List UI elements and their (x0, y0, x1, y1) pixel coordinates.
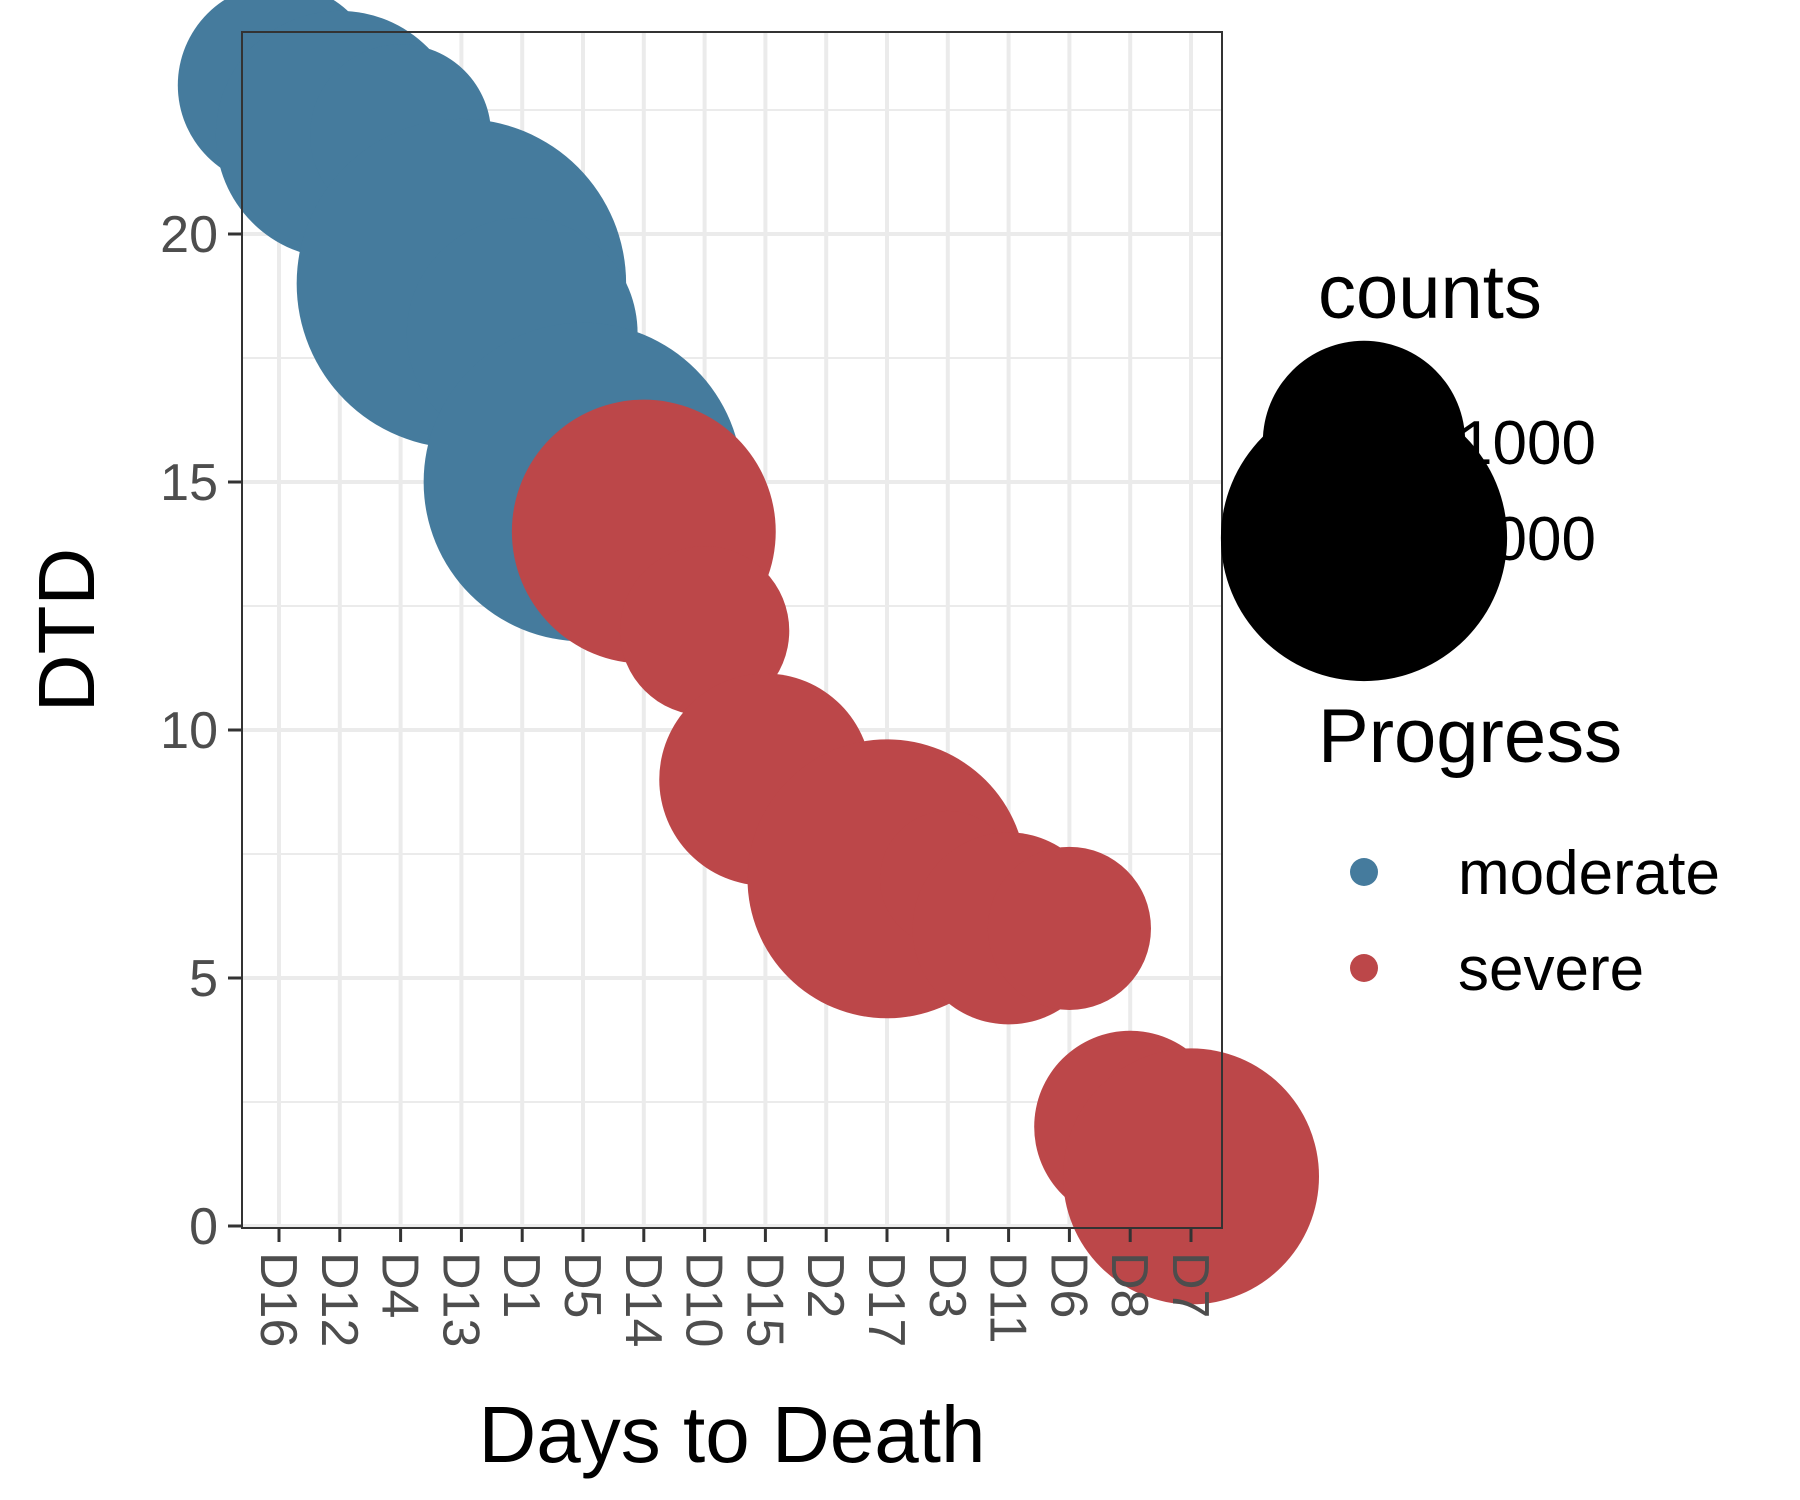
x-tick-label: D1 (492, 1252, 550, 1318)
legend-progress-label: severe (1458, 935, 1644, 1004)
x-axis-title: Days to Death (479, 1390, 986, 1479)
data-point-d10 (619, 546, 790, 716)
x-tick-label: D15 (735, 1252, 793, 1347)
y-axis: 0 5 10 15 20 (160, 206, 242, 1256)
legend-progress-key-severe (1350, 954, 1378, 982)
x-tick-label: D7 (1161, 1252, 1219, 1318)
x-tick-label: D3 (918, 1252, 976, 1318)
data-points (177, 0, 1319, 1305)
x-tick-label: D13 (431, 1252, 489, 1347)
x-tick-label: D11 (979, 1252, 1037, 1344)
y-tick-label: 0 (189, 1198, 218, 1256)
legend-progress-label: moderate (1458, 839, 1720, 908)
legend-counts-title: counts (1318, 250, 1542, 335)
x-tick-label: D12 (310, 1252, 368, 1347)
x-tick-label: D8 (1100, 1252, 1158, 1318)
x-tick-label: D4 (371, 1252, 429, 1318)
y-tick-label: 20 (160, 206, 218, 264)
x-tick-label: D17 (857, 1252, 915, 1347)
x-tick-label: D16 (249, 1252, 307, 1347)
y-axis-title: DTD (22, 548, 111, 712)
legend-progress-entries: moderate severe (1350, 839, 1720, 1004)
legend-progress-key-moderate (1350, 858, 1378, 886)
legend-counts-label: 2000 (1458, 505, 1596, 574)
x-tick-label: D14 (614, 1252, 672, 1347)
x-tick-label: D2 (796, 1252, 854, 1318)
x-axis: D16 D12 D4 D13 D1 D5 D14 D10 D15 D2 D17 D3 D11 D6 D8 D7 (249, 1228, 1219, 1347)
legend-progress-title: Progress (1318, 694, 1622, 779)
x-tick-label: D6 (1039, 1252, 1097, 1318)
data-point-d7 (1063, 1048, 1319, 1305)
y-tick-label: 10 (160, 702, 218, 760)
legend-counts-key-2000 (1220, 394, 1508, 682)
x-tick-label: D5 (553, 1252, 611, 1318)
y-tick-label: 15 (160, 454, 218, 512)
x-tick-label: D10 (675, 1252, 733, 1347)
data-point-d6 (987, 846, 1151, 1010)
panel-border (241, 31, 1223, 1229)
y-tick-label: 5 (189, 950, 218, 1008)
grid-major (242, 32, 1222, 1228)
